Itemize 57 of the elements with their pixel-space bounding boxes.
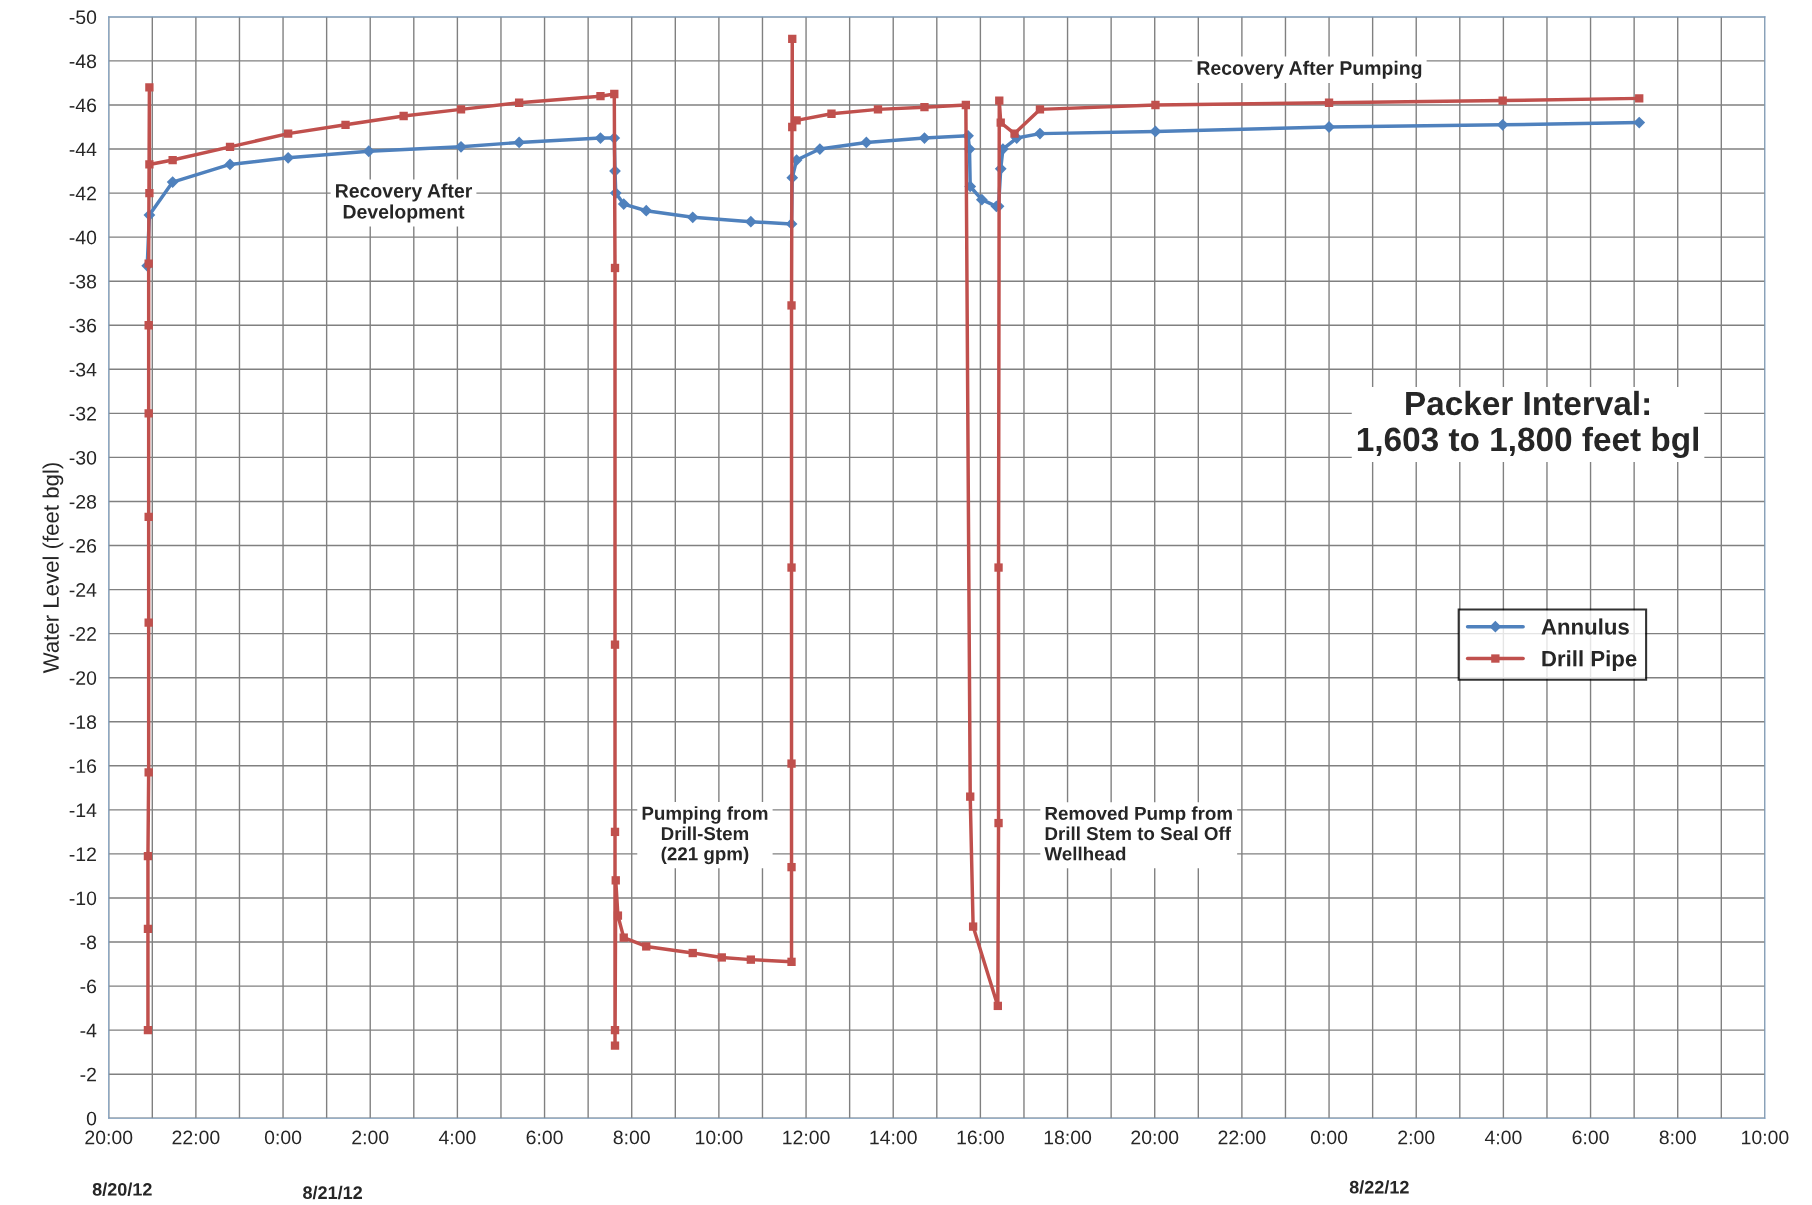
- x-tick-label: 22:00: [172, 1130, 220, 1145]
- x-tick-label: 6:00: [1572, 1130, 1609, 1145]
- y-tick-label: -26: [69, 539, 97, 553]
- annotation: Pumping from Drill-Stem (221 gpm): [642, 806, 768, 865]
- x-tick-label: 22:00: [1218, 1130, 1266, 1145]
- x-tick-label: 12:00: [783, 1130, 830, 1145]
- x-tick-label: 20:00: [1131, 1130, 1179, 1145]
- y-tick-label: -44: [69, 142, 97, 157]
- y-tick-label: -14: [69, 803, 97, 817]
- x-tick-label: 2:00: [352, 1130, 389, 1145]
- x-tick-label: 2:00: [1398, 1130, 1435, 1145]
- y-tick-label: -6: [80, 979, 97, 994]
- x-tick-label: 14:00: [870, 1130, 917, 1145]
- y-tick-label: -40: [69, 230, 97, 245]
- y-tick-label: -10: [69, 891, 97, 906]
- legend-label: Annulus: [1541, 618, 1629, 635]
- y-tick-label: -18: [69, 715, 97, 729]
- x-tick-label: 8:00: [613, 1130, 650, 1145]
- text: 8/20/12: [92, 1182, 152, 1196]
- x-tick-label: 16:00: [957, 1130, 1004, 1145]
- text: 8/22/12: [1349, 1180, 1409, 1194]
- y-tick-label: -24: [69, 583, 97, 597]
- y-tick-label: -34: [69, 362, 97, 377]
- y-tick-label: -8: [80, 935, 97, 950]
- y-tick-label: -48: [69, 54, 97, 69]
- annotation: Packer Interval: 1,603 to 1,800 feet bgl: [1357, 390, 1699, 458]
- y-tick-label: -20: [69, 671, 97, 685]
- y-tick-label: -22: [69, 627, 96, 641]
- x-tick-label: 4:00: [438, 1130, 476, 1145]
- x-tick-label: 0:00: [1310, 1130, 1348, 1145]
- y-tick-label: -16: [69, 759, 97, 774]
- x-tick-label: 10:00: [1742, 1130, 1789, 1145]
- x-tick-label: 10:00: [696, 1130, 743, 1145]
- y-tick-label: -2: [80, 1067, 96, 1082]
- x-tick-label: 8:00: [1659, 1130, 1696, 1145]
- y-tick-label: -46: [69, 98, 97, 113]
- x-tick-label: 4:00: [1484, 1130, 1522, 1145]
- y-tick-label: 0: [86, 1111, 97, 1126]
- x-tick-label: 18:00: [1044, 1130, 1092, 1145]
- y-tick-label: -30: [69, 450, 97, 465]
- x-tick-label: 0:00: [264, 1130, 302, 1145]
- y-tick-label: -50: [69, 10, 97, 25]
- y-tick-label: -4: [80, 1023, 97, 1038]
- y-tick-label: -12: [69, 847, 96, 861]
- annotation: Recovery After Pumping: [1197, 60, 1422, 79]
- y-tick-label: -32: [69, 406, 96, 421]
- y-tick-label: -42: [69, 186, 96, 201]
- x-tick-label: 6:00: [526, 1130, 563, 1145]
- text: 8/21/12: [303, 1185, 363, 1200]
- x-tick-label: 20:00: [85, 1130, 133, 1145]
- y-tick-label: -36: [69, 318, 97, 333]
- y-tick-label: -28: [69, 494, 97, 509]
- annotation: Removed Pump from Drill Stem to Seal Off Wellhead: [1044, 806, 1232, 861]
- annotation: Recovery After Development: [336, 183, 473, 223]
- legend-label: Drill Pipe: [1542, 650, 1637, 671]
- y-tick-label: -38: [69, 274, 97, 289]
- y-axis-title: Water Level (feet bgl): [42, 463, 64, 674]
